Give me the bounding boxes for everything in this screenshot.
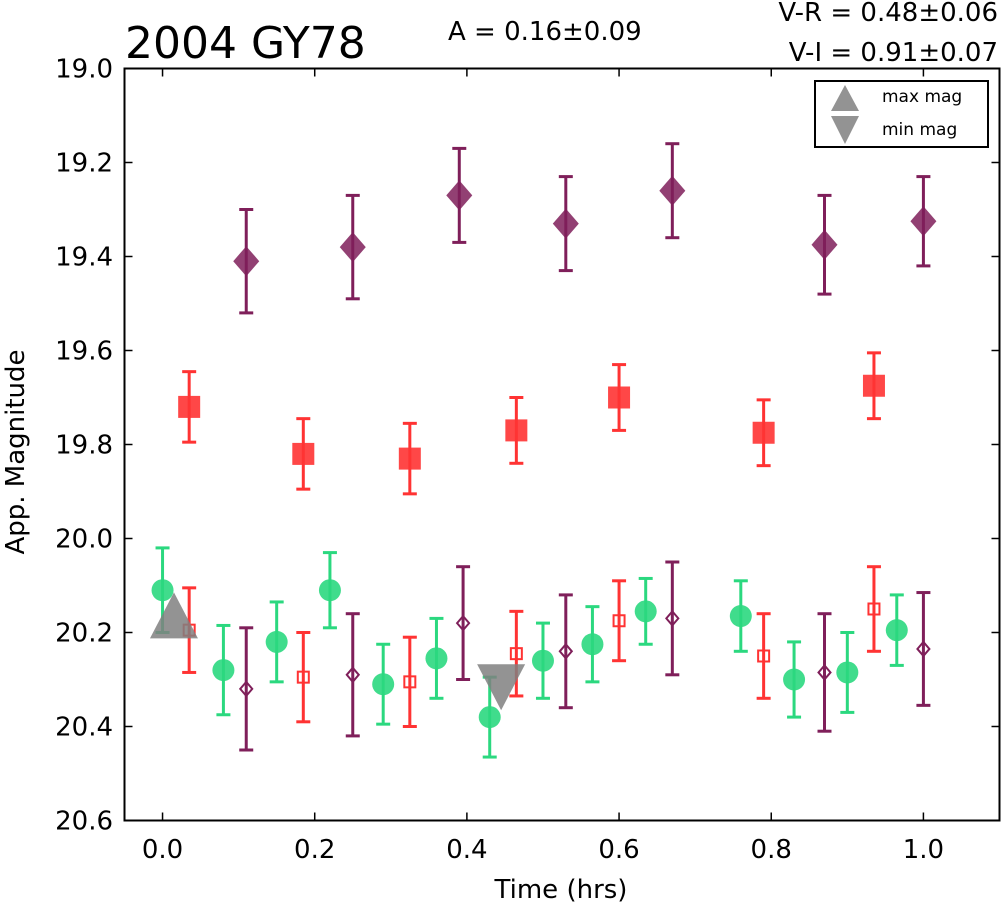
data-point xyxy=(783,668,806,691)
amplitude-annotation: A = 0.16±0.09 xyxy=(448,17,642,47)
data-point xyxy=(729,605,752,628)
x-tick-label: 0.2 xyxy=(294,835,335,865)
plot-area xyxy=(149,142,937,759)
y-tick-label: 20.6 xyxy=(55,807,113,837)
data-point xyxy=(403,675,417,689)
data-point xyxy=(752,421,775,444)
data-point xyxy=(552,208,579,239)
y-tick-label: 19.4 xyxy=(55,243,113,273)
data-point xyxy=(634,600,657,623)
y-tick-label: 19.0 xyxy=(55,55,113,85)
y-tick-label: 19.8 xyxy=(55,431,113,461)
legend-label-min-mag: min mag xyxy=(882,120,957,140)
data-point xyxy=(817,663,832,681)
chart-title: 2004 GY78 xyxy=(125,18,366,69)
data-point xyxy=(455,614,471,632)
data-point xyxy=(836,661,859,684)
legend: max mag min mag xyxy=(814,80,989,148)
y-tick-label: 19.6 xyxy=(55,337,113,367)
data-point xyxy=(581,633,604,656)
x-axis-label: Time (hrs) xyxy=(494,875,628,904)
data-point xyxy=(867,602,881,616)
data-point xyxy=(862,374,885,397)
data-point xyxy=(665,609,680,627)
series-1 xyxy=(178,351,885,496)
data-point xyxy=(558,642,574,660)
data-point xyxy=(345,666,361,684)
data-point xyxy=(811,229,838,260)
x-tick-label: 1.0 xyxy=(903,835,944,865)
data-point xyxy=(398,447,421,470)
y-axis-label: App. Magnitude xyxy=(1,349,31,554)
data-point xyxy=(659,175,686,206)
data-point xyxy=(509,647,523,661)
series-2 xyxy=(151,546,908,759)
data-point xyxy=(178,395,201,418)
data-point xyxy=(885,619,908,642)
data-point xyxy=(265,630,288,653)
data-point xyxy=(446,180,473,211)
data-point xyxy=(425,647,448,670)
data-point xyxy=(612,614,626,628)
axis-ticks: 0.0 0.2 0.4 0.6 0.8 1.0 19.0 19.2 19.4 19.6 19.8 20… xyxy=(55,55,1000,865)
legend-label-max-mag: max mag xyxy=(882,87,962,107)
data-point xyxy=(916,640,931,658)
data-point xyxy=(318,579,341,602)
x-tick-label: 0.4 xyxy=(446,835,487,865)
data-point xyxy=(149,592,198,639)
data-point xyxy=(477,664,526,711)
data-point xyxy=(339,232,366,263)
data-point xyxy=(505,419,528,442)
data-point xyxy=(233,246,260,277)
legend-marker-min-mag xyxy=(831,116,859,144)
data-point xyxy=(757,649,771,663)
y-tick-label: 19.2 xyxy=(55,149,113,179)
x-tick-label: 0.6 xyxy=(598,835,639,865)
series-6 xyxy=(477,664,526,711)
data-point xyxy=(212,659,235,682)
data-point xyxy=(296,670,310,684)
y-tick-label: 20.4 xyxy=(55,713,113,743)
data-point xyxy=(372,673,395,696)
data-point xyxy=(531,649,554,672)
color-index-vi: V-I = 0.91±0.07 xyxy=(789,38,998,68)
legend-marker-max-mag xyxy=(831,85,859,111)
series-4 xyxy=(238,560,931,752)
color-index-vr: V-R = 0.48±0.06 xyxy=(778,0,998,28)
data-point xyxy=(478,706,501,729)
series-0 xyxy=(233,142,937,315)
data-point xyxy=(910,206,937,237)
data-point xyxy=(292,442,315,465)
x-tick-label: 0.0 xyxy=(142,835,183,865)
y-tick-label: 20.0 xyxy=(55,525,113,555)
y-tick-label: 20.2 xyxy=(55,619,113,649)
series-3 xyxy=(182,565,881,728)
x-tick-label: 0.8 xyxy=(751,835,792,865)
data-point xyxy=(151,579,174,602)
data-point xyxy=(608,386,631,409)
series-5 xyxy=(149,592,198,639)
data-point xyxy=(238,680,254,698)
